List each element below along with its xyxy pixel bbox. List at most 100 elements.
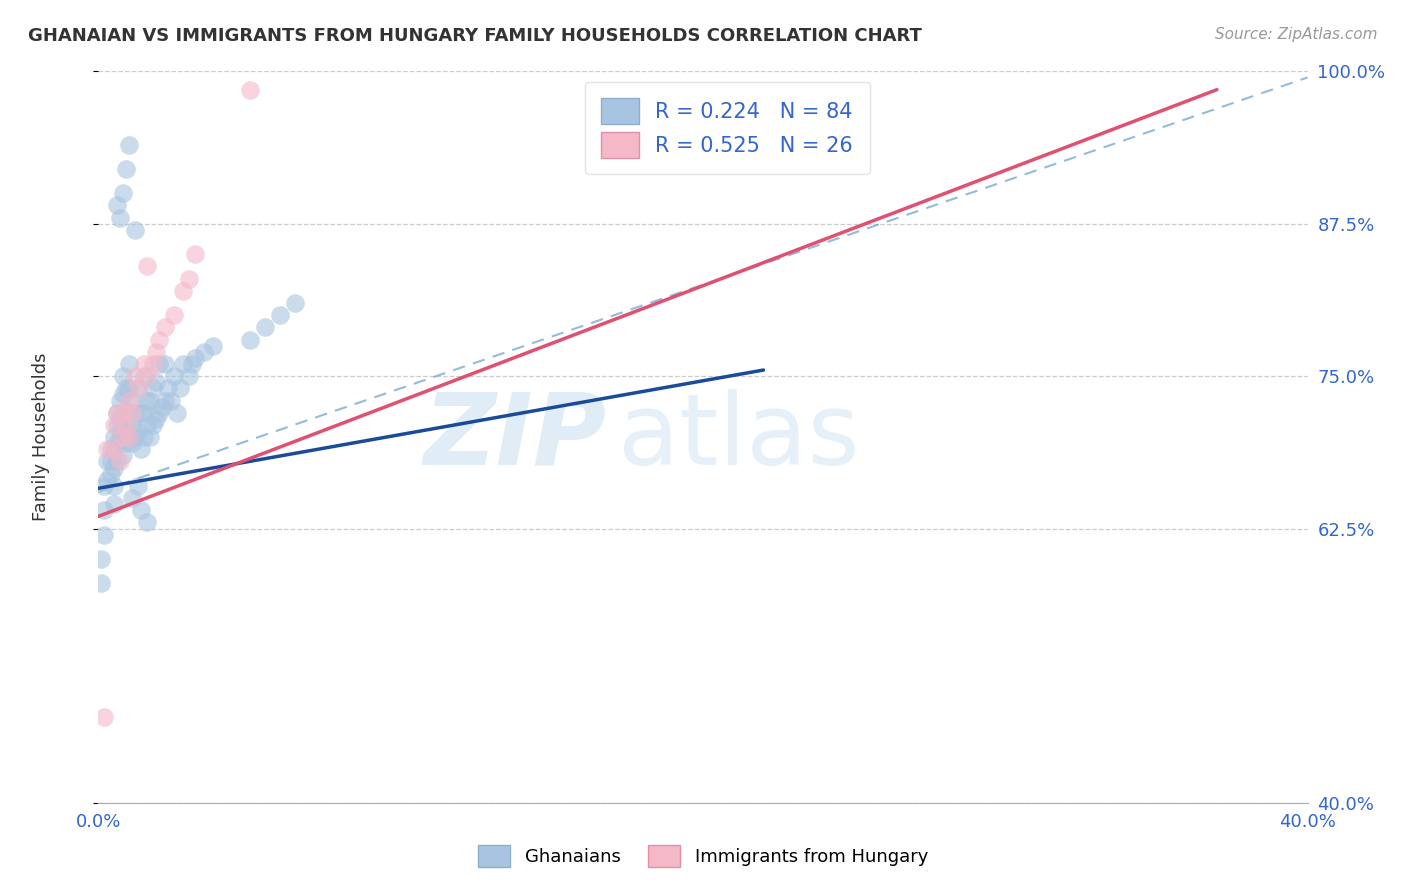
Point	[108, 393, 131, 408]
Point	[114, 161, 136, 176]
Point	[111, 369, 134, 384]
Point	[108, 424, 131, 438]
Point	[184, 247, 207, 261]
Point	[105, 406, 128, 420]
Point	[127, 479, 149, 493]
Text: atlas: atlas	[619, 389, 860, 485]
Point	[118, 430, 141, 444]
Point	[103, 479, 125, 493]
Point	[132, 430, 155, 444]
Point	[96, 454, 118, 468]
Point	[108, 454, 131, 468]
Point	[96, 473, 118, 487]
Point	[124, 430, 146, 444]
Point	[156, 381, 179, 395]
Point	[153, 357, 176, 371]
Point	[135, 417, 157, 432]
Point	[129, 503, 152, 517]
Point	[169, 381, 191, 395]
Point	[111, 430, 134, 444]
Point	[93, 710, 115, 724]
Point	[114, 417, 136, 432]
Point	[121, 393, 143, 408]
Point	[145, 376, 167, 390]
Point	[163, 369, 186, 384]
Point	[239, 333, 262, 347]
Point	[142, 381, 165, 395]
Point	[172, 357, 194, 371]
Point	[284, 296, 307, 310]
Point	[153, 393, 176, 408]
Point	[148, 333, 170, 347]
Point	[100, 442, 122, 457]
Point	[193, 344, 215, 359]
Point	[100, 467, 122, 481]
Point	[118, 406, 141, 420]
Point	[148, 357, 170, 371]
Point	[132, 357, 155, 371]
Point	[118, 357, 141, 371]
Point	[118, 381, 141, 395]
Point	[111, 449, 134, 463]
Point	[253, 320, 276, 334]
Point	[172, 284, 194, 298]
Text: ZIP: ZIP	[423, 389, 606, 485]
Point	[163, 308, 186, 322]
Point	[145, 412, 167, 426]
Point	[114, 436, 136, 450]
Text: GHANAIAN VS IMMIGRANTS FROM HUNGARY FAMILY HOUSEHOLDS CORRELATION CHART: GHANAIAN VS IMMIGRANTS FROM HUNGARY FAMI…	[28, 27, 922, 45]
Point	[135, 393, 157, 408]
Point	[269, 308, 291, 322]
Point	[105, 454, 128, 468]
Point	[108, 412, 131, 426]
Point	[103, 460, 125, 475]
Point	[139, 393, 162, 408]
Point	[153, 320, 176, 334]
Point	[142, 357, 165, 371]
Point	[139, 430, 162, 444]
Point	[124, 369, 146, 384]
Point	[93, 527, 115, 541]
Point	[93, 503, 115, 517]
Point	[90, 576, 112, 591]
Point	[96, 442, 118, 457]
Point	[121, 417, 143, 432]
Point	[132, 406, 155, 420]
Point	[132, 369, 155, 384]
Point	[121, 406, 143, 420]
Point	[103, 497, 125, 511]
Point	[121, 436, 143, 450]
Point	[129, 406, 152, 420]
Point	[129, 442, 152, 457]
Point	[166, 406, 188, 420]
Point	[108, 211, 131, 225]
Point	[118, 393, 141, 408]
Point	[121, 491, 143, 505]
Point	[90, 552, 112, 566]
Point	[135, 260, 157, 274]
Point	[111, 406, 134, 420]
Point	[145, 344, 167, 359]
Y-axis label: Family Households: Family Households	[32, 353, 51, 521]
Legend: R = 0.224   N = 84, R = 0.525   N = 26: R = 0.224 N = 84, R = 0.525 N = 26	[585, 82, 870, 174]
Point	[93, 479, 115, 493]
Point	[111, 387, 134, 401]
Text: Source: ZipAtlas.com: Source: ZipAtlas.com	[1215, 27, 1378, 42]
Point	[202, 339, 225, 353]
Point	[127, 381, 149, 395]
Point	[105, 406, 128, 420]
Point	[114, 381, 136, 395]
Point	[150, 400, 173, 414]
Point	[105, 198, 128, 212]
Point	[127, 424, 149, 438]
Point	[105, 417, 128, 432]
Point	[103, 442, 125, 457]
Point	[103, 442, 125, 457]
Point	[111, 430, 134, 444]
Point	[118, 430, 141, 444]
Point	[160, 393, 183, 408]
Point	[111, 186, 134, 201]
Point	[135, 369, 157, 384]
Legend: Ghanaians, Immigrants from Hungary: Ghanaians, Immigrants from Hungary	[471, 838, 935, 874]
Point	[142, 417, 165, 432]
